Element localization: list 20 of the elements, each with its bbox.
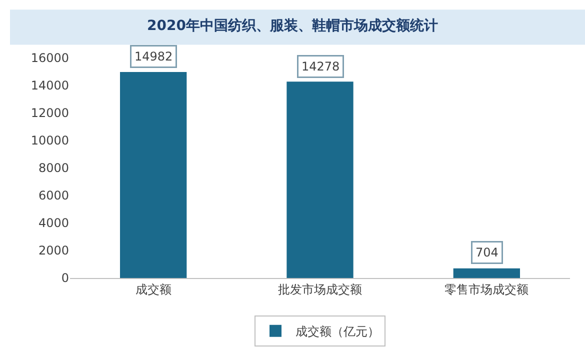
chart-title: 2020年中国纺织、服装、鞋帽市场成交额统计 (147, 16, 438, 34)
bar (120, 72, 187, 278)
data-label: 14982 (134, 50, 173, 64)
y-tick-label: 10000 (30, 134, 69, 148)
y-tick-label: 16000 (30, 51, 69, 66)
y-tick-label: 14000 (30, 78, 69, 93)
y-tick-label: 4000 (38, 216, 69, 230)
x-tick-label: 零售市场成交额 (444, 282, 529, 296)
y-tick-label: 2000 (38, 244, 69, 258)
data-label: 14278 (302, 60, 340, 74)
y-tick-label: 6000 (38, 188, 69, 203)
bar (453, 268, 520, 278)
y-tick-label: 12000 (30, 106, 69, 120)
bar (286, 82, 354, 278)
legend-label: 成交额（亿元） (296, 324, 380, 339)
x-tick-label: 成交额 (135, 282, 172, 296)
data-label: 704 (476, 246, 498, 260)
y-tick-label: 0 (61, 271, 69, 286)
y-tick-label: 8000 (38, 161, 69, 176)
x-tick-label: 批发市场成交额 (278, 282, 362, 296)
